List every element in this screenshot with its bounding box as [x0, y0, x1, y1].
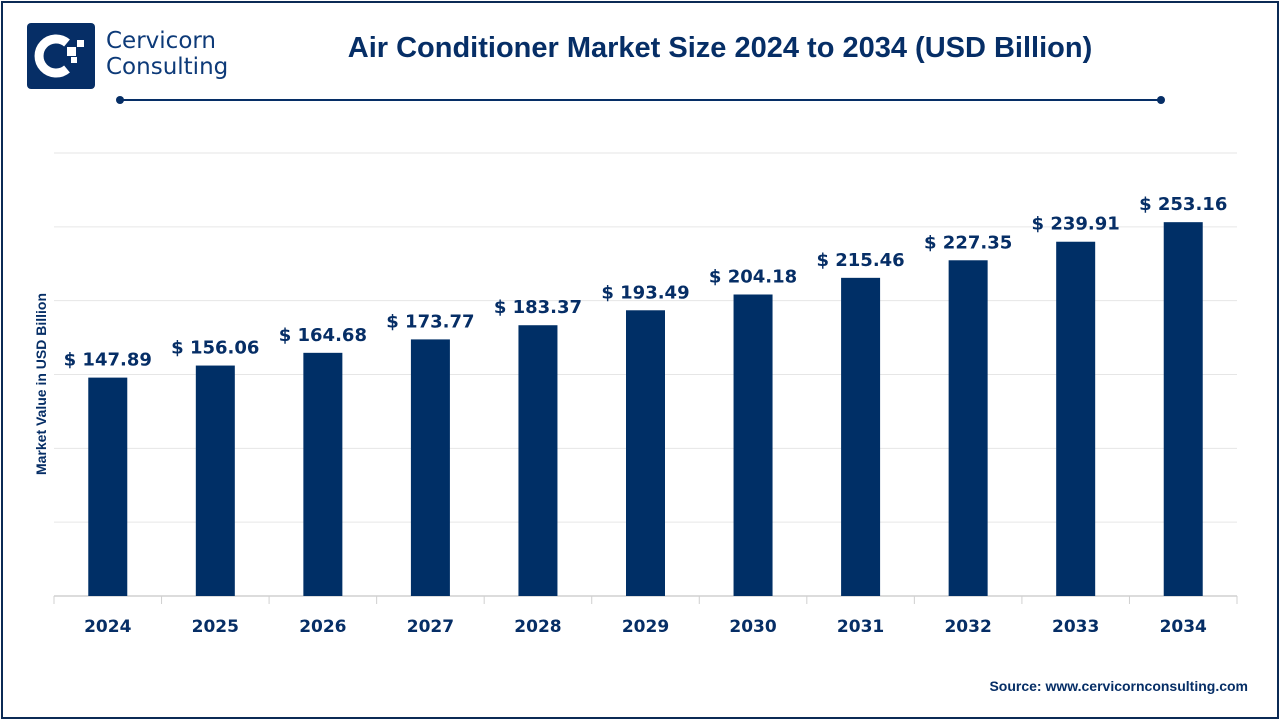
- x-tick-label-2034: 2034: [1160, 617, 1207, 637]
- logo-icon: [34, 34, 84, 78]
- divider-dot-left: [116, 96, 124, 104]
- x-tick-label-2031: 2031: [837, 617, 884, 637]
- data-label-2028: $ 183.37: [494, 297, 582, 318]
- bar-2033: [1056, 241, 1096, 596]
- data-label-2032: $ 227.35: [924, 232, 1012, 253]
- x-tick-label-2032: 2032: [944, 617, 991, 637]
- bar-2028: [518, 325, 558, 596]
- x-tick-label-2028: 2028: [514, 617, 561, 637]
- chart-title: Air Conditioner Market Size 2024 to 2034…: [347, 32, 1093, 64]
- divider-dot-right: [1157, 96, 1165, 104]
- x-tick-label-2030: 2030: [729, 617, 776, 637]
- x-tick-label-2029: 2029: [622, 617, 669, 637]
- brand-name: Cervicorn Consulting: [106, 28, 228, 80]
- data-label-2024: $ 147.89: [64, 350, 152, 371]
- bar-2026: [303, 352, 343, 596]
- data-label-2029: $ 193.49: [601, 282, 689, 303]
- brand-line-2: Consulting: [106, 54, 229, 80]
- bar-2031: [841, 277, 881, 596]
- x-tick-label-2033: 2033: [1052, 617, 1099, 637]
- data-label-2031: $ 215.46: [816, 250, 904, 271]
- data-label-2030: $ 204.18: [709, 266, 797, 287]
- data-label-2025: $ 156.06: [171, 338, 259, 359]
- x-tick-label-2025: 2025: [192, 617, 239, 637]
- data-label-2033: $ 239.91: [1032, 214, 1120, 235]
- bar-2024: [88, 377, 128, 596]
- bar-2032: [948, 260, 988, 596]
- bar-2027: [410, 339, 450, 596]
- data-label-2034: $ 253.16: [1139, 194, 1227, 215]
- bar-2030: [733, 294, 773, 596]
- logo-mark: [27, 23, 95, 89]
- bar-2034: [1163, 222, 1203, 597]
- x-tick-label-2027: 2027: [407, 617, 454, 637]
- data-label-2026: $ 164.68: [279, 325, 367, 346]
- bar-2029: [626, 310, 665, 596]
- x-tick-label-2026: 2026: [299, 617, 346, 637]
- title-divider: [120, 99, 1162, 101]
- brand-line-1: Cervicorn: [106, 28, 217, 54]
- data-label-2027: $ 173.77: [386, 311, 474, 332]
- x-tick-label-2024: 2024: [84, 617, 131, 637]
- bar-2025: [195, 365, 235, 596]
- source-note: Source: www.cervicornconsulting.com: [989, 678, 1248, 694]
